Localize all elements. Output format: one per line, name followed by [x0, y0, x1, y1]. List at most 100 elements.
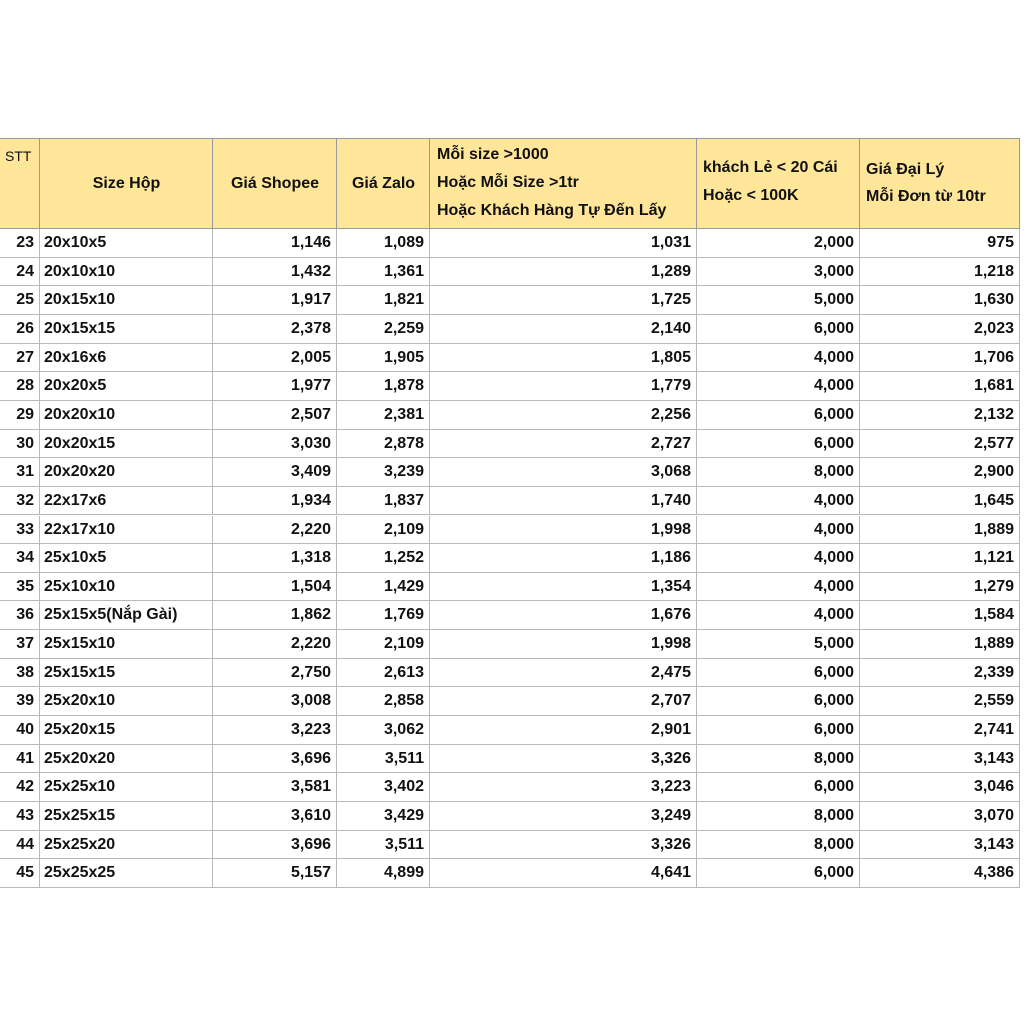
table-cell [40, 257, 213, 287]
price: 1,354 [650, 577, 691, 595]
price: 4,000 [813, 491, 854, 509]
table-cell [337, 229, 430, 258]
table-cell [697, 830, 860, 860]
table-cell [697, 343, 860, 373]
table-cell [430, 687, 697, 717]
table-cell [337, 314, 430, 344]
table-cell [213, 601, 337, 631]
header-text: Hoặc < 100K [703, 187, 799, 204]
table-cell [860, 544, 1020, 573]
table-cell [697, 486, 860, 516]
row-number: 34 [16, 549, 34, 567]
price: 3,511 [384, 835, 424, 853]
price: 4,386 [973, 864, 1014, 882]
price: 3,610 [290, 807, 331, 824]
table-cell [213, 544, 337, 573]
table-cell [337, 286, 430, 315]
table-cell [213, 572, 337, 602]
table-cell [213, 802, 337, 831]
table-cell [430, 544, 697, 573]
price: 3,696 [290, 835, 331, 853]
table-cell [40, 343, 213, 373]
row-number: 39 [16, 692, 34, 710]
table-cell [697, 687, 860, 717]
price: 1,031 [650, 234, 691, 251]
price: 2,132 [973, 405, 1014, 423]
box-size: 25x10x5 [44, 549, 107, 567]
price: 2,109 [383, 635, 424, 653]
price: 1,584 [973, 606, 1014, 624]
table-cell [337, 572, 430, 602]
table-cell [0, 229, 40, 258]
table-cell [337, 687, 430, 717]
row-number: 44 [16, 835, 34, 853]
box-size: 20x10x10 [44, 262, 116, 280]
table-cell [213, 314, 337, 344]
box-size: 20x15x10 [44, 291, 116, 309]
table-cell [0, 716, 40, 745]
table-cell [337, 343, 430, 373]
price: 1,862 [290, 606, 331, 624]
table-cell [0, 372, 40, 401]
table-cell [430, 229, 697, 258]
table-cell [0, 802, 40, 831]
price: 2,381 [383, 405, 424, 423]
box-size: 20x10x5 [44, 234, 107, 251]
table-cell [697, 400, 860, 430]
price: 2,741 [973, 721, 1014, 739]
table-cell [40, 601, 213, 631]
price: 2,878 [383, 434, 424, 452]
table-cell [697, 658, 860, 688]
table-cell [40, 830, 213, 860]
price: 3,000 [813, 262, 854, 280]
price: 4,000 [813, 348, 854, 366]
table-cell [860, 744, 1020, 774]
table-cell [860, 830, 1020, 860]
table-cell [860, 343, 1020, 373]
header-text: STT [5, 148, 32, 164]
table-cell [40, 286, 213, 315]
table-cell [40, 544, 213, 573]
price: 8,000 [813, 807, 854, 824]
price: 3,581 [290, 778, 331, 796]
price: 1,318 [290, 549, 331, 567]
price: 1,432 [290, 262, 331, 280]
header-text: Hoặc Mỗi Size >1tr [437, 174, 579, 191]
table-cell [0, 429, 40, 459]
price: 2,475 [650, 663, 691, 681]
box-size: 25x20x15 [44, 721, 116, 739]
box-size: 20x20x15 [44, 434, 116, 452]
table-cell [213, 458, 337, 487]
table-cell [337, 544, 430, 573]
table-cell [697, 601, 860, 631]
table-cell [430, 372, 697, 401]
price: 3,409 [290, 463, 331, 481]
box-size: 22x17x10 [44, 520, 116, 538]
header-text: Size Hộp [92, 175, 161, 192]
price: 2,256 [650, 405, 691, 423]
price: 2,109 [383, 520, 424, 538]
table-cell [860, 229, 1020, 258]
price: 1,769 [383, 606, 424, 624]
price: 4,899 [383, 864, 424, 882]
table-cell [430, 630, 697, 659]
table-cell [40, 687, 213, 717]
table-cell [697, 229, 860, 258]
table-cell [430, 744, 697, 774]
table-cell [860, 314, 1020, 344]
price: 1,706 [973, 348, 1014, 366]
table-cell [430, 859, 697, 888]
box-size: 25x20x20 [44, 749, 116, 767]
header-text: Giá Shopee [230, 175, 320, 192]
header-cell [213, 139, 337, 229]
table-cell [430, 458, 697, 487]
box-size: 20x20x10 [44, 405, 116, 423]
table-cell [697, 515, 860, 545]
price: 3,008 [290, 692, 331, 710]
price: 1,630 [973, 291, 1014, 309]
price: 6,000 [813, 434, 854, 452]
header-cell [697, 139, 860, 229]
table-cell [430, 601, 697, 631]
price: 3,223 [290, 721, 331, 739]
row-number: 35 [16, 577, 34, 595]
